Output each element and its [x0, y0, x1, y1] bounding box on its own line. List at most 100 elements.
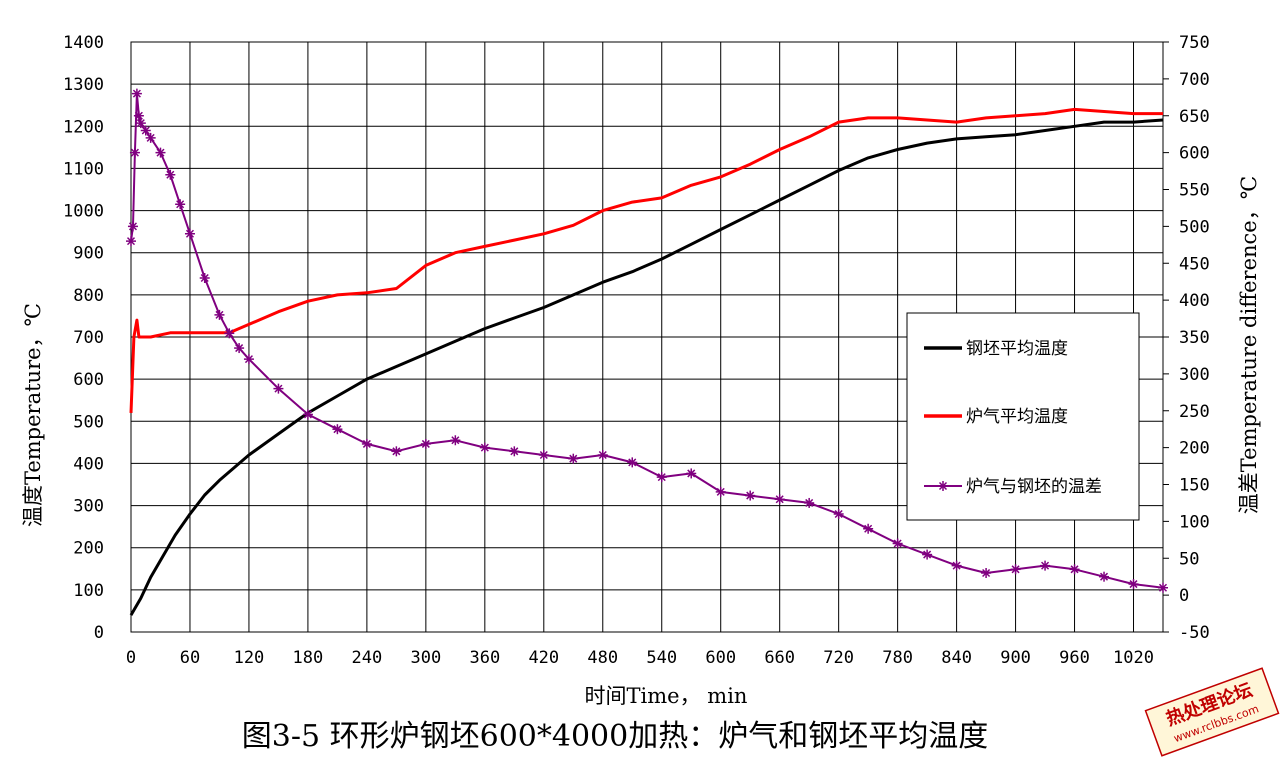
x-tick-label: 360	[469, 648, 500, 668]
data-point-temp-difference	[135, 118, 146, 129]
data-point-temp-difference	[450, 435, 461, 446]
legend-label-diff: 炉气与钢坯的温差	[966, 477, 1102, 497]
data-point-temp-difference	[273, 383, 284, 394]
legend-marker-diff	[938, 481, 948, 491]
y-tick-label: 1400	[63, 33, 104, 53]
data-point-temp-difference	[656, 472, 667, 483]
data-point-temp-difference	[129, 147, 140, 158]
series-steel-avg-temp	[129, 118, 1164, 616]
data-point-temp-difference	[568, 453, 579, 464]
y2-tick-label: 0	[1179, 586, 1189, 606]
data-point-temp-difference	[951, 560, 962, 571]
data-point-temp-difference	[420, 438, 431, 449]
data-point-temp-difference	[131, 88, 142, 99]
series-layer	[126, 88, 1168, 616]
y-axis-title: 温度Temperature，℃	[21, 303, 45, 527]
x-tick-label: 840	[941, 648, 972, 668]
data-point-temp-difference	[597, 450, 608, 460]
legend: 钢坯平均温度 炉气平均温度 炉气与钢坯的温差	[906, 312, 1140, 521]
y2-tick-label: 550	[1179, 181, 1210, 201]
y2-tick-label: 750	[1179, 33, 1210, 53]
data-point-temp-difference	[1099, 571, 1110, 582]
data-point-temp-difference	[774, 494, 785, 505]
y2-tick-label: 700	[1179, 70, 1210, 90]
x-tick-label: 120	[234, 648, 265, 668]
data-point-temp-difference	[1010, 564, 1021, 575]
data-point-temp-difference	[627, 457, 638, 468]
data-point-temp-difference	[184, 228, 195, 239]
data-point-temp-difference	[479, 442, 490, 453]
data-point-temp-difference	[1158, 582, 1168, 593]
data-point-temp-difference	[833, 509, 844, 519]
x-tick-label: 1020	[1113, 648, 1154, 668]
data-point-temp-difference	[745, 490, 756, 501]
data-point-temp-difference	[234, 343, 245, 354]
data-point-temp-difference	[509, 446, 520, 457]
series-gas-avg-temp	[129, 107, 1163, 413]
y2-tick-label: 200	[1179, 439, 1210, 459]
y2-tick-label: 450	[1179, 254, 1210, 274]
data-point-temp-difference	[127, 221, 138, 232]
data-point-temp-difference	[243, 354, 254, 365]
data-point-temp-difference	[863, 523, 874, 534]
y-tick-label: 300	[73, 497, 104, 517]
data-point-temp-difference	[224, 328, 235, 339]
data-point-temp-difference	[715, 486, 726, 497]
y-tick-label: 200	[73, 539, 104, 559]
x-tick-label: 180	[293, 648, 324, 668]
y2-tick-label: 400	[1179, 291, 1210, 311]
plot-border	[130, 41, 1164, 633]
data-point-temp-difference	[1128, 579, 1139, 590]
y-tick-label: 0	[94, 623, 104, 643]
x-tick-label: 720	[823, 648, 854, 668]
data-point-temp-difference	[302, 409, 313, 420]
y-tick-label: 1300	[63, 75, 104, 95]
x-tick-label: 300	[410, 648, 441, 668]
y-tick-label: 800	[73, 286, 104, 306]
y2-tick-label: 350	[1179, 328, 1210, 348]
data-point-temp-difference	[165, 169, 176, 180]
y2-axis-title: 温差Temperature difference，℃	[1237, 176, 1261, 514]
x-tick-label: 420	[528, 648, 559, 668]
data-point-temp-difference	[538, 450, 549, 460]
data-point-temp-difference	[199, 273, 210, 283]
data-point-temp-difference	[175, 199, 186, 210]
data-point-temp-difference	[332, 424, 343, 435]
y2-tick-label: 600	[1179, 144, 1210, 164]
data-point-temp-difference	[145, 132, 156, 143]
x-tick-label: 0	[126, 648, 136, 668]
legend-label-gas: 炉气平均温度	[966, 407, 1068, 427]
y2-tick-label: -50	[1179, 623, 1210, 643]
figure-caption: 图3-5 环形炉钢坯600*4000加热：炉气和钢坯平均温度	[242, 719, 988, 754]
tick-labels: 0 60 120 180 240 300 360 420 480 540 600 660 720 780 8…	[63, 33, 1210, 668]
y2-tick-label: 300	[1179, 365, 1210, 385]
data-point-temp-difference	[133, 110, 144, 121]
x-tick-label: 900	[1000, 648, 1031, 668]
y-tick-label: 600	[73, 370, 104, 390]
x-tick-label: 540	[646, 648, 677, 668]
data-point-temp-difference	[686, 468, 697, 479]
legend-label-steel: 钢坯平均温度	[966, 339, 1068, 359]
data-point-temp-difference	[981, 568, 992, 578]
data-point-temp-difference	[126, 236, 136, 247]
x-tick-label: 660	[764, 648, 795, 668]
x-tick-label: 60	[180, 648, 200, 668]
watermark-stamp: 热处理论坛 www.rclbbs.com	[1144, 667, 1280, 757]
data-point-temp-difference	[1069, 564, 1080, 575]
data-point-temp-difference	[361, 438, 372, 449]
x-tick-label: 960	[1059, 648, 1090, 668]
data-point-temp-difference	[922, 549, 933, 560]
data-point-temp-difference	[391, 446, 402, 457]
y2-tick-label: 500	[1179, 217, 1210, 237]
x-tick-label: 240	[352, 648, 383, 668]
y2-tick-label: 100	[1179, 512, 1210, 532]
y-tick-label: 1200	[63, 117, 104, 137]
y-tick-label: 700	[73, 328, 104, 348]
y-tick-label: 400	[73, 454, 104, 474]
x-tick-label: 780	[882, 648, 913, 668]
y-tick-label: 1100	[63, 159, 104, 179]
y2-tick-label: 650	[1179, 107, 1210, 127]
data-point-temp-difference	[140, 125, 151, 136]
x-axis-title: 时间Time， min	[585, 684, 748, 708]
